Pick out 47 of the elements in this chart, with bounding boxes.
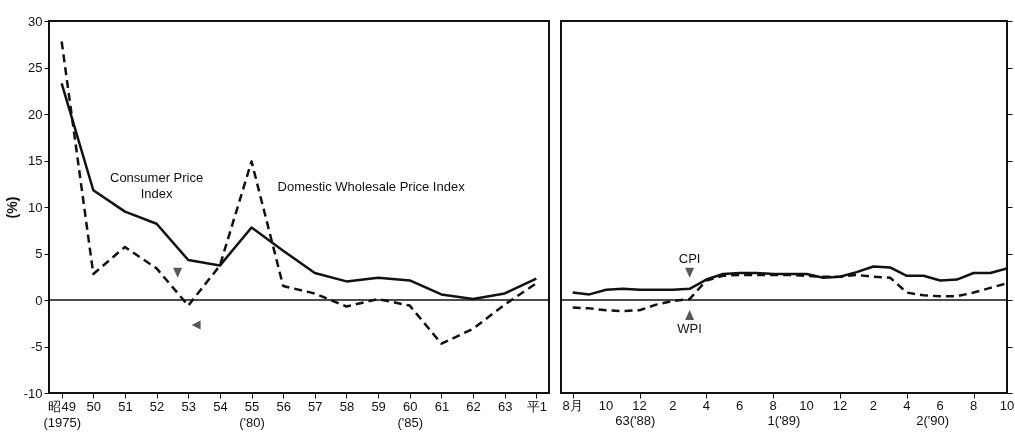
y-tick-label: 5 [35,246,43,261]
x-tick-label: 63 [497,398,513,414]
x-tick-label: 62 [466,398,481,414]
annotation: WPI [677,321,702,337]
x-tick-label: 昭49 (1975) [43,398,81,430]
y-tick-label: 10 [28,199,43,215]
y-tick-label: 30 [28,13,43,29]
x-tick-label: 6 [936,398,944,413]
annotation: CPI [678,250,701,266]
y-tick-label: -5 [30,339,43,354]
annotation: Consumer Price Index [109,169,204,201]
text: 1('89) [767,413,801,428]
x-tick-label: 12 [632,398,647,413]
x-tick-label: 8月 [562,398,583,413]
y-tick-label: 25 [28,60,43,75]
y-axis-title: (%) [3,196,20,219]
x-tick-label: 4 [903,398,911,413]
x-tick-label: 2 [669,398,677,413]
x-tick-label: 4 [702,398,710,413]
x-tick-label: 51 [118,398,133,414]
x-tick-label: 56 [276,398,291,414]
y-tick-label: 20 [28,106,43,122]
x-tick-label: 53 [181,398,196,414]
x-tick-label: 61 [434,398,450,414]
x-tick-label: 50 [86,398,102,414]
y-tick-label: 15 [28,153,43,168]
x-tick-label: 2 [869,398,877,413]
x-tick-label: 6 [736,398,744,413]
x-tick-label: 58 [339,398,355,414]
text: 2('90) [916,413,950,428]
x-tick-label: 平1 [526,398,547,414]
x-tick-label: 52 [149,398,165,414]
x-tick-label: 8 [969,398,978,413]
annotation: Domestic Wholesale Price Index [277,179,466,195]
x-tick-label: 59 [371,398,386,414]
x-tick-label: 54 [213,398,228,414]
x-tick-label: 12 [832,398,848,413]
y-tick-label: -10 [23,385,43,401]
x-tick-label: 60 ('85) [397,398,424,430]
x-tick-label: 55 ('80) [239,398,265,430]
x-tick-label: 57 [308,398,323,414]
x-tick-label: 10 [799,398,814,413]
text: 63('88) [615,413,656,428]
x-tick-label: 10 [999,398,1015,413]
x-tick-label: 10 [598,398,614,413]
x-tick-label: 8 [769,398,777,413]
y-tick-label: 0 [35,292,43,308]
